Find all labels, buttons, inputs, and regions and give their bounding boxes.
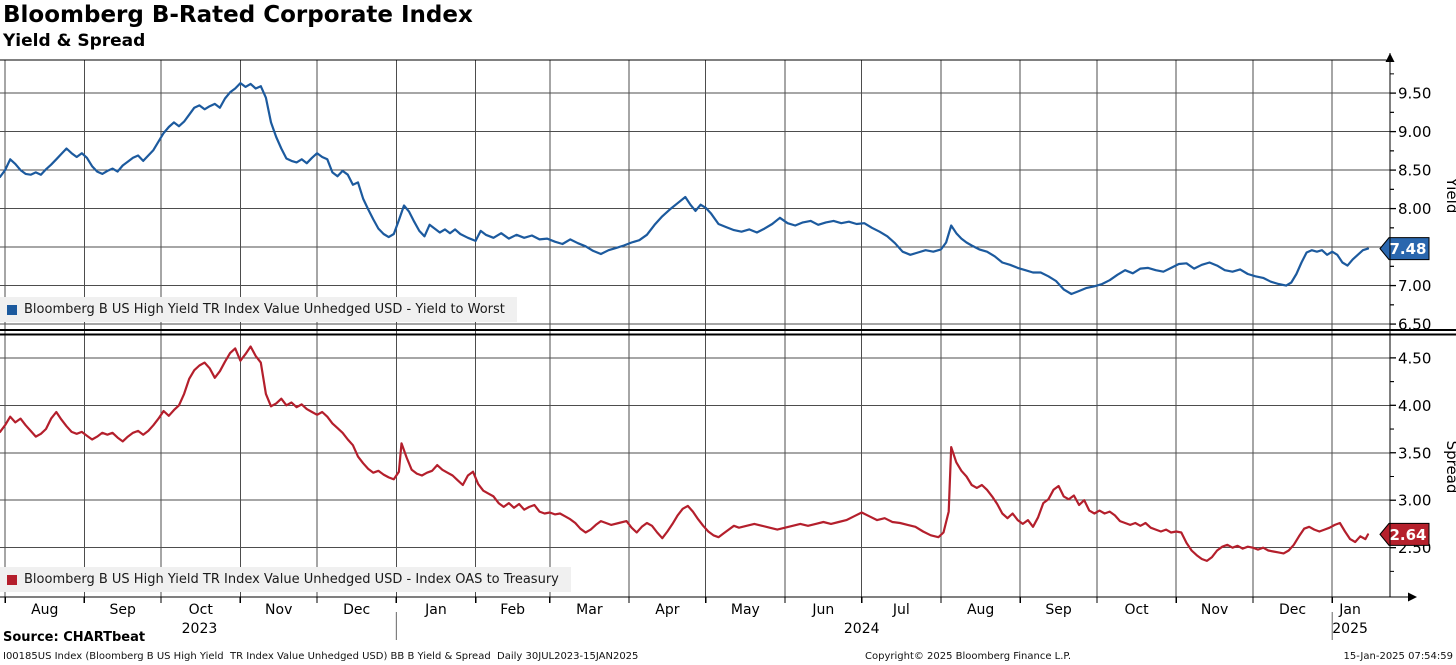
x-axis-arrow-icon [1408,592,1417,602]
month-label: Sep [110,602,137,618]
spread-legend: Bloomberg B US High Yield TR Index Value… [0,567,571,592]
yield-axis-title: Yield [1443,177,1456,214]
yield-tick-label: 9.00 [1398,123,1431,141]
yield-tick-label: 7.00 [1398,277,1431,295]
month-label: Nov [265,602,292,618]
month-label: Nov [1201,602,1228,618]
month-label: May [731,602,760,618]
yield-tick-label: 8.50 [1398,162,1431,180]
spread-last-value-badge [1379,522,1430,546]
spread-tick-label: 4.50 [1398,349,1431,367]
yield-legend: Bloomberg B US High Yield TR Index Value… [0,297,517,322]
spread-last-value: 2.64 [1389,526,1426,544]
chart-title: Bloomberg B-Rated Corporate Index [3,2,473,28]
y-axis-arrow-icon [1385,53,1395,62]
vertical-gridlines [4,60,1333,597]
spread-legend-label: Bloomberg B US High Yield TR Index Value… [24,572,559,587]
month-label: Jan [424,602,447,618]
yield-legend-swatch-icon [7,304,17,315]
year-label: 2023 [182,621,218,637]
chart-subtitle: Yield & Spread [3,31,146,51]
source-label: Source: CHARTbeat [3,630,146,645]
month-label: Jul [892,602,910,618]
month-label: Mar [576,602,603,618]
yield-legend-label: Bloomberg B US High Yield TR Index Value… [24,302,505,317]
spread-tick-label: 3.00 [1398,492,1431,510]
month-label: Aug [967,602,994,618]
footer-description: I00185US Index (Bloomberg B US High Yiel… [3,651,639,662]
chart-frame [0,53,1456,602]
x-axis: Aug Sep Oct Nov Dec Jan Feb Mar Apr May Jun Jul Aug S… [4,597,1368,640]
month-label: Sep [1045,602,1072,618]
month-label: Dec [1279,602,1306,618]
yield-tick-label: 8.00 [1398,200,1431,218]
spread-axis-title: Spread [1443,441,1456,494]
spread-series [0,345,1370,563]
yield-series [0,81,1370,296]
month-label: Feb [500,602,525,618]
spread-tick-label: 3.50 [1398,444,1431,462]
footer-timestamp: 15-Jan-2025 07:54:59 [1343,651,1453,662]
month-label: Apr [655,602,679,618]
yield-last-value: 7.48 [1389,240,1426,258]
spread-tick-label: 4.00 [1398,397,1431,415]
month-label: Aug [31,602,58,618]
month-label: Oct [189,602,214,618]
spread-legend-swatch-icon [7,574,17,585]
month-label: Dec [343,602,370,618]
year-label: 2025 [1332,621,1368,637]
month-label: Oct [1124,602,1149,618]
yield-tick-label: 9.50 [1398,85,1431,103]
year-label: 2024 [844,621,880,637]
month-label: Jan [1338,602,1361,618]
yield-last-value-badge [1379,237,1430,261]
month-label: Jun [811,602,834,618]
footer-copyright: Copyright© 2025 Bloomberg Finance L.P. [865,651,1072,662]
